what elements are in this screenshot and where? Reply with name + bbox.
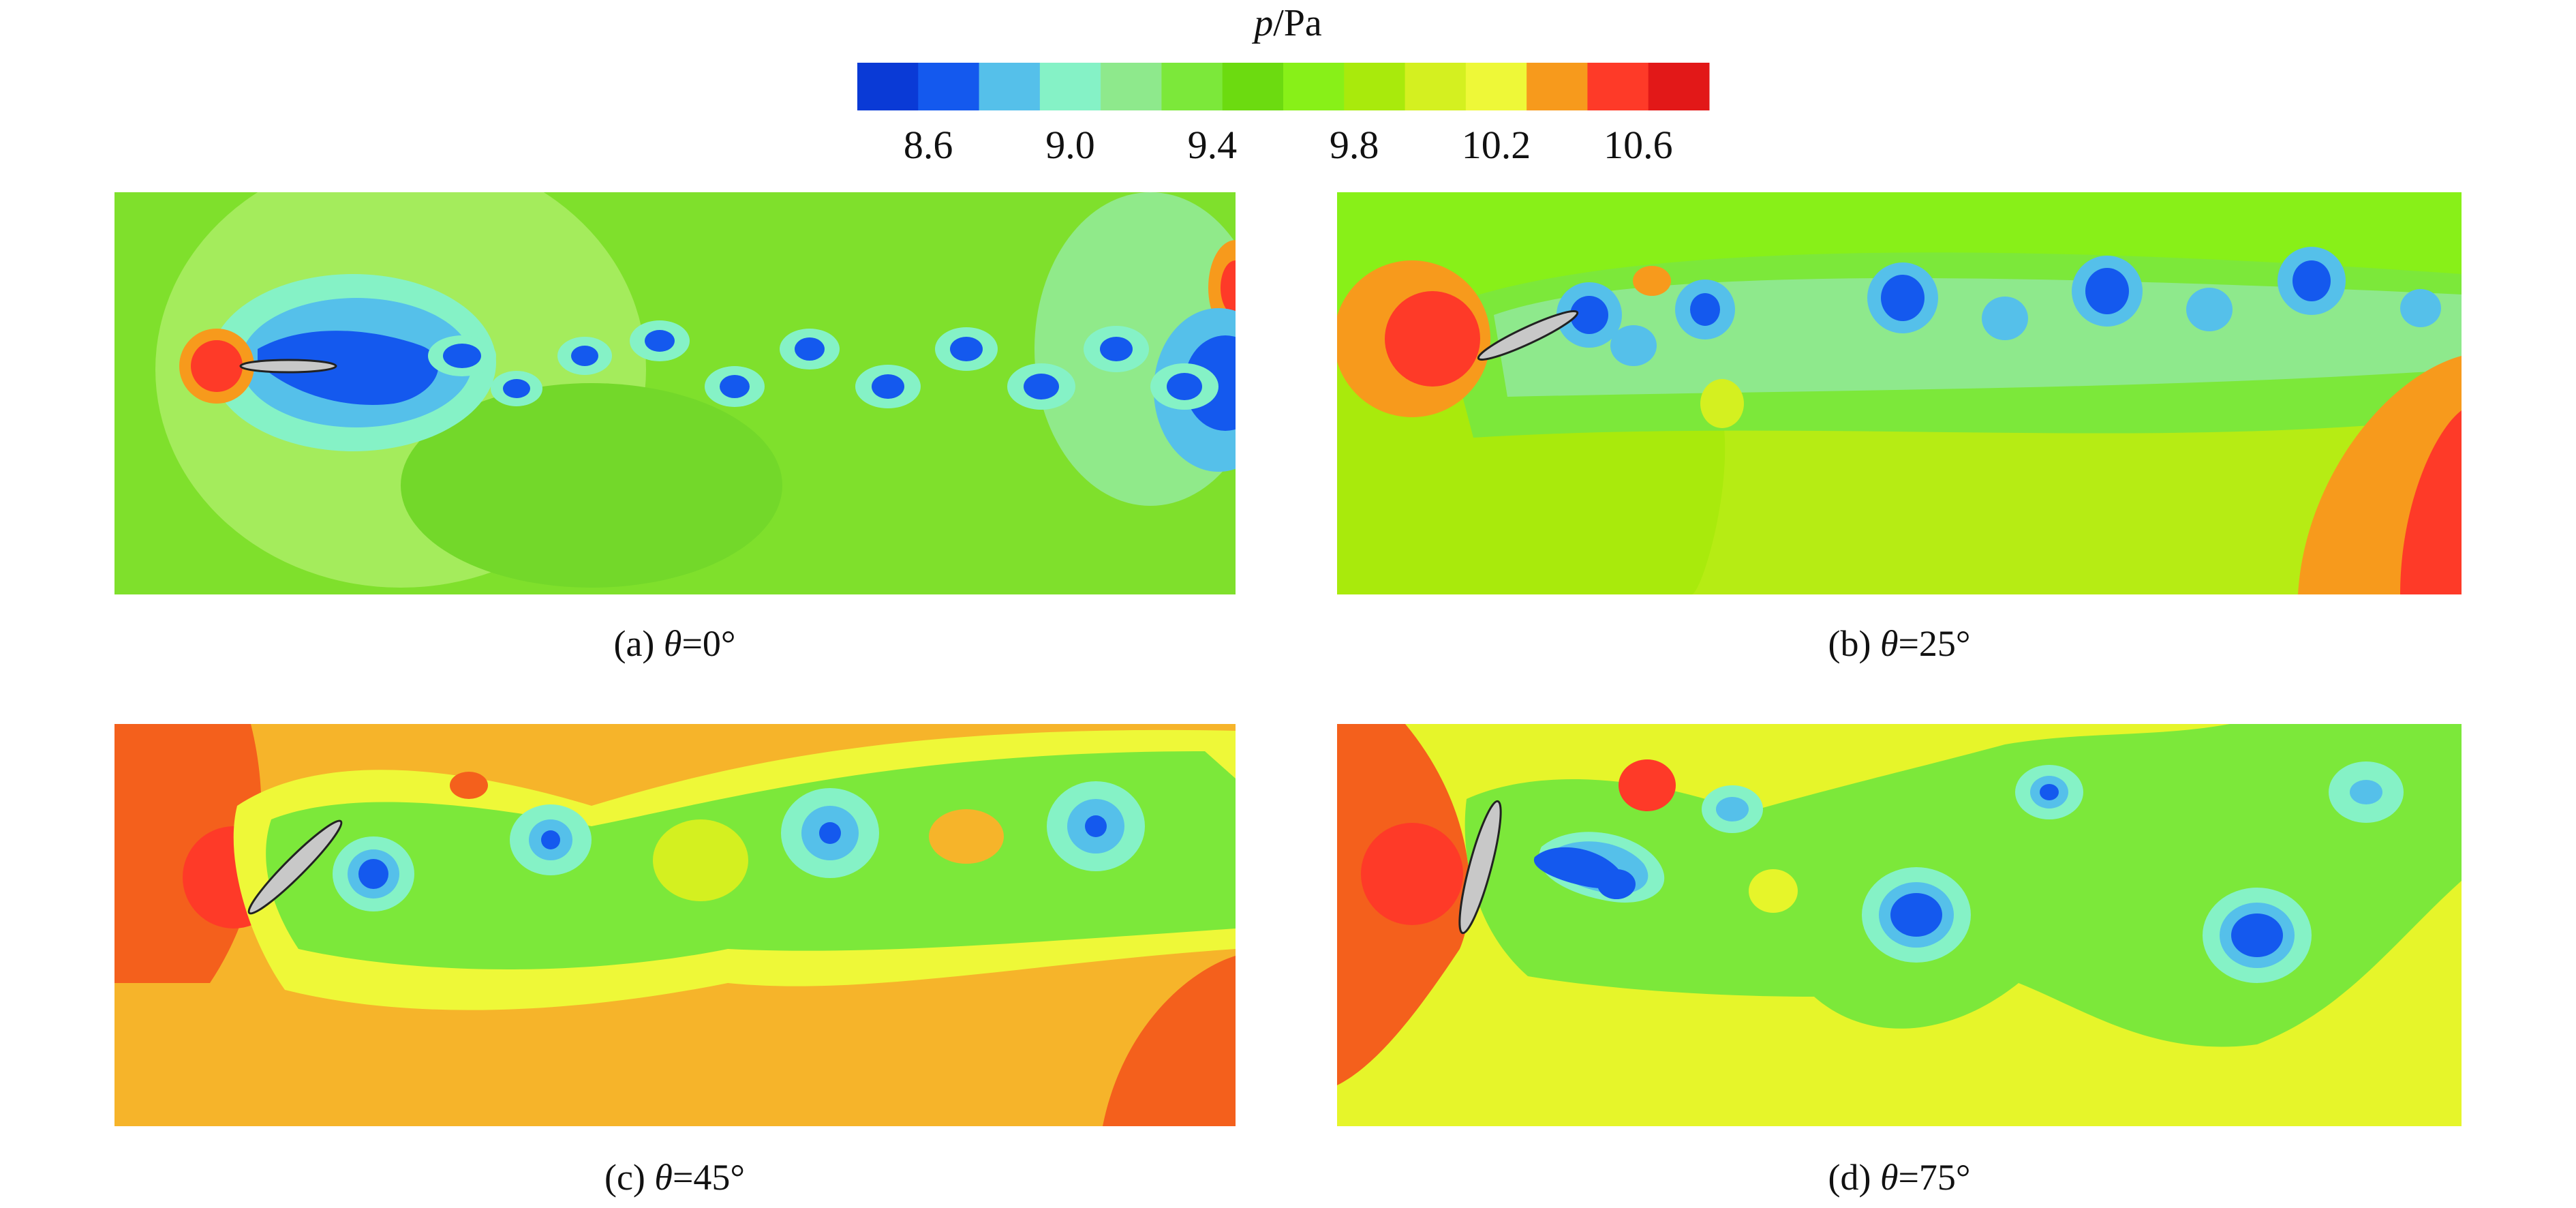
colorbar-title-unit: /Pa (1273, 2, 1322, 44)
colorbar-cell (1465, 63, 1527, 110)
panel-a-zone (1221, 260, 1236, 315)
panel-d-zone (1619, 759, 1676, 811)
colorbar-cell (1101, 63, 1162, 110)
colorbar-cell (1039, 63, 1101, 110)
panel-b: (b) θ=25° (1337, 192, 2462, 664)
panel-d-vortex-cores (1533, 784, 2283, 957)
colorbar-ticks: 8.6 9.0 9.4 9.8 10.2 10.6 (904, 123, 1673, 167)
colorbar-cell (857, 63, 919, 110)
panel-c-vortex-cores (358, 815, 1107, 889)
colorbar-title: p/Pa (1251, 2, 1322, 44)
panel-d: (d) θ=75° (1337, 724, 2462, 1198)
panel-b-field (1337, 192, 2462, 594)
panel-a-plate (239, 359, 337, 374)
colorbar-cells (857, 63, 1710, 110)
panel-c-plate (247, 819, 343, 915)
colorbar-cell (1648, 63, 1710, 110)
colorbar-tick-label: 9.8 (1330, 123, 1379, 167)
colorbar-tick-label: 10.2 (1462, 123, 1531, 167)
panel-c-zone (450, 772, 488, 799)
panel-d-zone (1361, 823, 1463, 925)
colorbar-cell (1222, 63, 1284, 110)
panel-a-zone (191, 340, 243, 392)
panel-c-label: (c) θ=45° (604, 1157, 745, 1198)
colorbar-tick-label: 9.4 (1188, 123, 1238, 167)
panel-c-zone (1103, 956, 1236, 1126)
colorbar-tick-label: 8.6 (904, 123, 953, 167)
panel-d-field (1337, 724, 2462, 1126)
panel-d-zone (1749, 869, 1798, 913)
panel-c-field (114, 724, 1236, 1126)
panel-b-zone (1633, 266, 1671, 296)
panel-c-zone (266, 751, 1236, 969)
colorbar-tick-label: 10.6 (1604, 123, 1673, 167)
colorbar-cell (979, 63, 1041, 110)
panel-a-label: (a) θ=0° (613, 623, 735, 664)
panel-b-zone (2400, 410, 2462, 594)
colorbar-cell (1527, 63, 1588, 110)
panel-c-zone (929, 809, 1004, 864)
panel-d-plate (1458, 800, 1502, 935)
panel-b-zone (1385, 291, 1480, 387)
panel-b-plate (1477, 309, 1579, 361)
panel-a-zone (258, 331, 439, 405)
panel-b-label: (b) θ=25° (1828, 623, 1970, 664)
panel-a-vortex-cores (443, 330, 1202, 400)
colorbar-title-var: p (1251, 2, 1273, 44)
panel-a-vortex-halos (428, 320, 1218, 410)
panel-b-vortex-cores (1570, 260, 2331, 334)
panel-b-zone (1700, 379, 1744, 428)
panel-a-zone (401, 383, 782, 588)
colorbar-cell (1405, 63, 1467, 110)
colorbar-cell (918, 63, 980, 110)
colorbar-cell (1161, 63, 1223, 110)
panel-a-field (114, 192, 1236, 594)
colorbar-tick-label: 9.0 (1045, 123, 1095, 167)
panel-a: (a) θ=0° (114, 192, 1236, 664)
panel-d-label: (d) θ=75° (1828, 1157, 1970, 1198)
colorbar-cell (1587, 63, 1649, 110)
colorbar-cell (1283, 63, 1345, 110)
colorbar: p/Pa 8.6 9.0 9.4 9.8 10.2 10.6 (857, 2, 1710, 167)
panel-c-zone (653, 819, 748, 901)
panel-c: (c) θ=45° (114, 724, 1236, 1198)
colorbar-cell (1344, 63, 1406, 110)
